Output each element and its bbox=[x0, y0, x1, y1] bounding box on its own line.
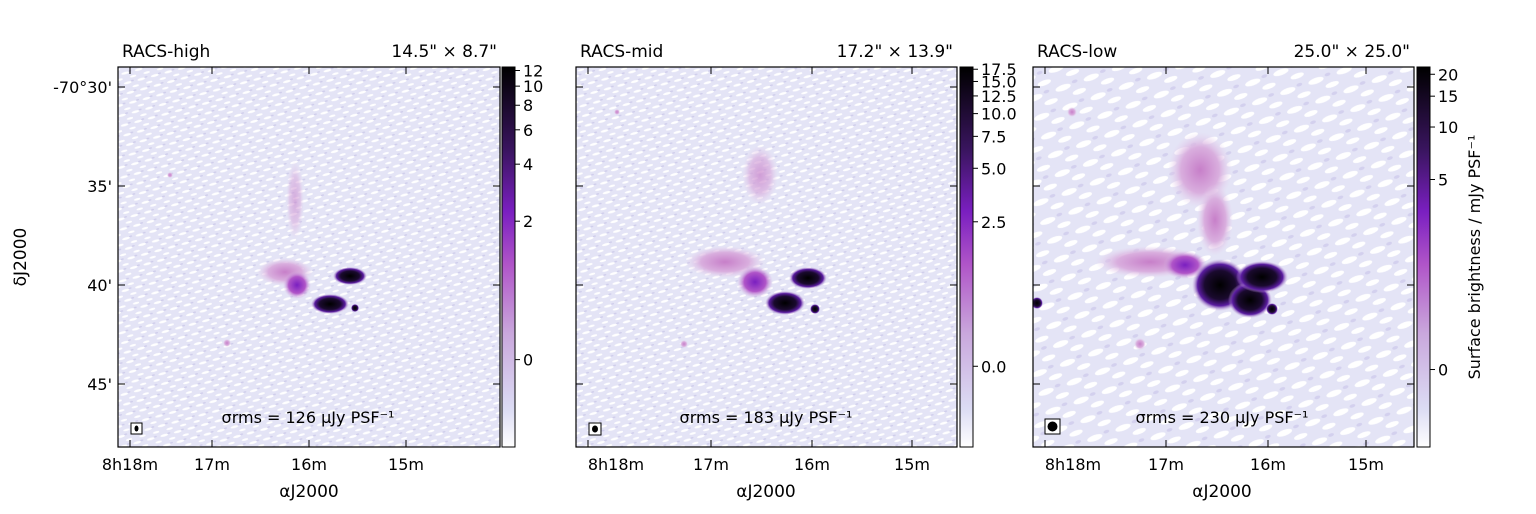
x-tick-label: 15m bbox=[1348, 455, 1384, 474]
colorbar-ticks: 0.0 2.5 5.0 7.5 10.012.515.017.5 bbox=[973, 60, 1017, 376]
colorbar-tick-label: 10 bbox=[523, 77, 543, 96]
colorbar-tick-label: 0 bbox=[523, 351, 533, 370]
colorbar-tick-label: 6 bbox=[523, 121, 533, 140]
axis-ticks bbox=[576, 67, 957, 447]
axis-ticks bbox=[118, 67, 500, 447]
y-tick-label: 40' bbox=[87, 276, 112, 295]
axis-ticks bbox=[1033, 67, 1414, 447]
radio-source bbox=[614, 109, 827, 348]
rms-label: σrms = 126 μJy PSF⁻¹ bbox=[222, 408, 395, 427]
x-tick-label: 17m bbox=[1148, 455, 1184, 474]
y-tick-label: 35' bbox=[87, 177, 112, 196]
x-tick-label: 8h18m bbox=[102, 455, 158, 474]
beam-size-label: 14.5" × 8.7" bbox=[391, 42, 497, 62]
colorbar-tick-label: 12 bbox=[523, 62, 543, 81]
x-tick-label: 15m bbox=[894, 455, 930, 474]
beam-ellipse bbox=[592, 425, 598, 433]
panel-title: RACS-mid bbox=[580, 42, 663, 62]
colorbar-tick-label: 0.0 bbox=[981, 357, 1006, 376]
colorbar-tick-label: 15.0 bbox=[981, 72, 1017, 91]
plot-frame bbox=[1032, 66, 1415, 448]
x-tick-label: 17m bbox=[194, 455, 230, 474]
x-tick-label: 8h18m bbox=[1045, 455, 1101, 474]
beam-size-label: 17.2" × 13.9" bbox=[837, 42, 953, 62]
image-area bbox=[576, 67, 957, 447]
x-tick-label: 16m bbox=[794, 455, 830, 474]
panel-racs-low: RACS-low 25.0" × 25.0" σrms = 230 μJy PS… bbox=[1032, 42, 1484, 502]
colorbar-ticks: 0 5 10 15 20 bbox=[1430, 65, 1458, 380]
colorbar-tick-label: 12.5 bbox=[981, 87, 1017, 106]
colorbar-tick-label: 2.5 bbox=[981, 213, 1006, 232]
x-axis-label: αJ2000 bbox=[736, 482, 795, 502]
colorbar-tick-label: 20 bbox=[1438, 65, 1458, 84]
colorbar-tick-label: 5 bbox=[1438, 170, 1448, 189]
rms-label: σrms = 183 μJy PSF⁻¹ bbox=[680, 408, 853, 427]
x-axis-label: αJ2000 bbox=[1192, 482, 1251, 502]
radio-source bbox=[1033, 107, 1288, 350]
colorbar-tick-label: 5.0 bbox=[981, 159, 1006, 178]
colorbar-tick-label: 0 bbox=[1438, 361, 1448, 380]
image-area bbox=[118, 67, 500, 447]
x-tick-label: 17m bbox=[693, 455, 729, 474]
colorbar-tick-label: 2 bbox=[523, 212, 533, 231]
beam-size-label: 25.0" × 25.0" bbox=[1294, 42, 1410, 62]
colorbar bbox=[959, 66, 974, 448]
beam-ellipse bbox=[1047, 421, 1058, 432]
radio-source bbox=[167, 160, 367, 347]
colorbar bbox=[1416, 66, 1431, 448]
rms-label: σrms = 230 μJy PSF⁻¹ bbox=[1136, 408, 1309, 427]
colorbar-tick-label: 7.5 bbox=[981, 127, 1006, 146]
beam-ellipse bbox=[134, 425, 139, 432]
x-tick-label: 16m bbox=[291, 455, 327, 474]
colorbar bbox=[501, 66, 516, 448]
panel-title: RACS-high bbox=[122, 42, 210, 62]
x-tick-label: 16m bbox=[1250, 455, 1286, 474]
panel-racs-high: RACS-high 14.5" × 8.7" σrms = 126 μJy PS… bbox=[11, 42, 543, 502]
plot-frame bbox=[575, 66, 958, 448]
colorbar-tick-label: 10.0 bbox=[981, 105, 1017, 124]
panel-title: RACS-low bbox=[1037, 42, 1117, 62]
colorbar-tick-label: 15 bbox=[1438, 87, 1458, 106]
y-tick-label: -70°30' bbox=[53, 78, 112, 97]
colorbar-tick-label: 17.5 bbox=[981, 60, 1017, 79]
y-axis-label: δJ2000 bbox=[11, 228, 31, 287]
image-area bbox=[1033, 67, 1414, 447]
colorbar-label: Surface brightness / mJy PSF⁻¹ bbox=[1465, 135, 1484, 380]
x-tick-label: 15m bbox=[388, 455, 424, 474]
colorbar-tick-label: 10 bbox=[1438, 118, 1458, 137]
x-tick-label: 8h18m bbox=[588, 455, 644, 474]
y-tick-label: 45' bbox=[87, 375, 112, 394]
colorbar-tick-label: 4 bbox=[523, 155, 533, 174]
panel-racs-mid: RACS-mid 17.2" × 13.9" σrms = 183 μJy PS… bbox=[575, 42, 1017, 502]
colorbar-tick-label: 8 bbox=[523, 96, 533, 115]
x-axis-label: αJ2000 bbox=[279, 482, 338, 502]
